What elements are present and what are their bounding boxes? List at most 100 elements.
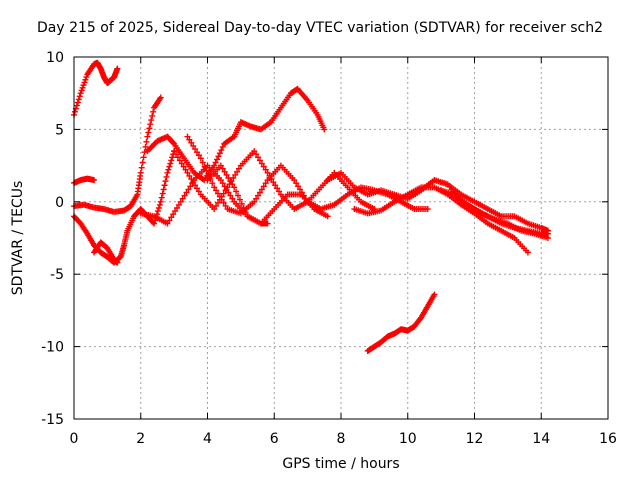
data-point [185,186,192,193]
chart-title: Day 215 of 2025, Sidereal Day-to-day VTE… [37,20,603,36]
data-point [544,235,551,241]
data-point [172,208,179,215]
data-point [227,192,234,199]
y-tick-label: 10 [46,50,64,66]
data-point [235,192,242,199]
data-point [163,173,170,180]
series-arc-mid-high [144,85,328,184]
data-point [137,169,144,176]
data-point [188,176,195,183]
series-arc-top-left [71,59,121,118]
data-point [165,166,172,173]
data-point [169,154,176,161]
data-point [260,183,267,190]
series-arc-dip [91,239,121,266]
data-point [298,189,305,196]
data-point [75,96,82,103]
data-point [324,213,331,220]
data-point [216,150,223,157]
data-point [168,214,175,221]
data-point [167,160,174,167]
data-point [91,177,98,184]
data-point [231,184,238,191]
data-point [157,94,164,101]
plot-frame [73,56,609,420]
data-point [177,198,184,205]
data-point [143,138,150,145]
data-point [73,102,80,109]
data-point [524,249,531,256]
data-point [209,180,216,187]
data-point [219,143,226,150]
data-point [148,117,155,124]
series-arc-mid-b [171,148,378,213]
data-point [141,149,148,156]
data-point [159,190,166,197]
data-point [176,157,183,164]
data-point [188,139,195,146]
data-point [155,205,162,212]
data-point [212,159,219,166]
series-arc-right-c [404,177,551,234]
data-point [264,169,271,176]
data-point [233,188,240,195]
data-point [164,169,171,176]
data-point [114,259,121,266]
data-point [192,146,199,153]
series-arc-bottom [364,291,438,354]
data-point [215,153,222,160]
data-point [178,160,185,167]
data-point [139,159,146,166]
data-point [190,142,197,149]
x-tick-label: 16 [599,431,617,447]
data-point [195,188,202,195]
data-point [211,184,218,191]
data-point [166,163,173,170]
data-point [256,189,263,196]
data-point [229,181,236,188]
data-point [147,121,154,128]
data-point [138,164,145,171]
data-point [223,171,230,178]
data-point [142,143,149,150]
data-point [291,177,298,184]
data-point [203,167,210,174]
data-point [258,160,265,167]
data-point [213,187,220,194]
series-arc-zero-line [71,94,164,215]
x-axis-label: GPS time / hours [282,456,400,472]
data-point [229,195,236,202]
data-point [168,157,175,164]
data-point [205,171,212,178]
data-point [184,169,191,176]
y-tick-label: -15 [41,412,64,428]
data-point [164,220,171,227]
data-point [544,227,551,234]
data-point [160,186,167,193]
data-point [186,172,193,179]
data-point [174,154,181,161]
x-tick-label: 14 [532,431,550,447]
x-tick-label: 12 [466,431,484,447]
data-point [145,129,152,136]
x-tick-label: 6 [270,431,279,447]
data-point [151,220,158,227]
data-point [158,194,165,201]
data-point [181,192,188,199]
y-tick-label: 5 [55,122,64,138]
data-point [238,200,245,207]
data-point [207,176,214,183]
data-point [232,171,239,178]
data-point [251,148,258,155]
data-point [195,152,202,159]
data-point [182,166,189,173]
data-point [149,112,156,119]
data-point [180,163,187,170]
data-point [431,291,438,298]
y-tick-label: -5 [50,267,64,283]
data-point [293,180,300,187]
data-point [166,217,173,224]
data-point [222,187,229,194]
data-point [214,156,221,163]
data-point [302,195,309,202]
